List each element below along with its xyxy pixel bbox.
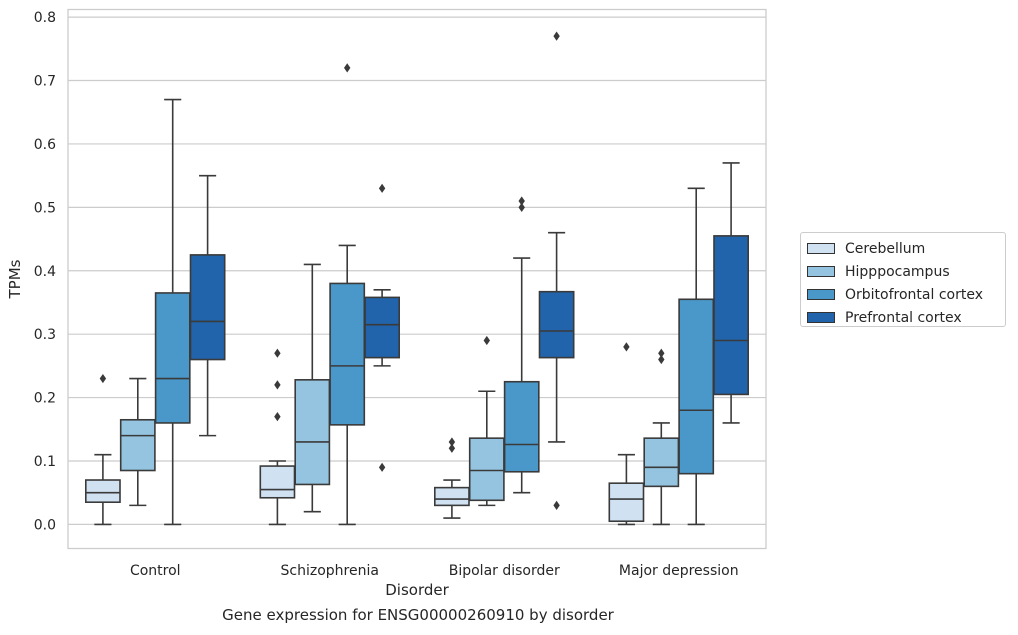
outlier-point [99, 373, 107, 384]
box-body [433, 486, 470, 507]
legend-item-cerebellum: Cerebellum [807, 237, 1005, 260]
legend-label-hippocampus: Hipppocampus [845, 263, 950, 280]
legend-label-prefrontal-cortex: Prefrontal cortex [845, 309, 962, 326]
legend-swatch-hippocampus [807, 266, 835, 277]
boxes [84, 31, 750, 526]
outlier-point [448, 443, 456, 453]
outlier-point [344, 63, 351, 73]
legend: Cerebellum Hipppocampus Orbitofrontal co… [800, 232, 1006, 327]
outlier-point [274, 412, 281, 422]
x-tick-label-control: Control [130, 563, 181, 579]
box-body [538, 290, 575, 359]
outlier-point [483, 335, 490, 346]
box-body [608, 482, 645, 523]
box-schizophrenia-orbitofrontal-cortex [329, 63, 366, 526]
box-major-depression-orbitofrontal-cortex [678, 187, 715, 526]
box-body [713, 235, 750, 396]
legend-swatch-cerebellum [807, 243, 835, 254]
outlier-point [378, 183, 386, 193]
outlier-point [274, 380, 281, 390]
outlier-point [274, 348, 281, 358]
outlier-point [518, 196, 525, 206]
box-bipolar-disorder-orbitofrontal-cortex [503, 196, 540, 494]
legend-label-cerebellum: Cerebellum [845, 240, 926, 257]
box-body [119, 418, 156, 472]
box-body [189, 254, 226, 361]
outlier-point [518, 202, 525, 212]
box-bipolar-disorder-hipppocampus [468, 335, 505, 507]
legend-item-orbitofrontal-cortex: Orbitofrontal cortex [807, 283, 1005, 306]
legend-item-hippocampus: Hipppocampus [807, 260, 1005, 283]
y-tick-label: 0.7 [34, 74, 56, 90]
box-body [154, 292, 191, 424]
box-body [643, 437, 680, 488]
box-body [468, 437, 505, 502]
x-tick-label-major-depression: Major depression [619, 563, 739, 579]
y-tick-label: 0.8 [34, 10, 56, 26]
y-tick-label: 0.5 [34, 200, 56, 216]
x-axis-label: Disorder [385, 581, 449, 599]
x-tick-labels: Control Schizophrenia Bipolar disorder Majo… [130, 563, 739, 579]
legend-swatch-orbitofrontal-cortex [807, 289, 835, 300]
box-body [503, 380, 540, 473]
y-tick-label: 0.4 [34, 264, 56, 280]
outlier-point [448, 437, 456, 447]
box-schizophrenia-hipppocampus [294, 263, 331, 513]
y-tick-label: 0.1 [34, 454, 56, 470]
box-control-prefrontal-cortex [189, 174, 226, 437]
outlier-point [553, 500, 560, 510]
outlier-point [378, 462, 386, 472]
box-body [329, 282, 366, 426]
box-schizophrenia-cerebellum [259, 348, 296, 526]
box-major-depression-cerebellum [608, 342, 645, 526]
box-control-cerebellum [84, 373, 121, 526]
y-tick-label: 0.2 [34, 391, 56, 407]
box-major-depression-hipppocampus [643, 348, 680, 526]
y-tick-label: 0.0 [34, 517, 56, 533]
box-schizophrenia-prefrontal-cortex [364, 183, 401, 472]
box-control-hipppocampus [119, 377, 156, 507]
box-body [259, 465, 296, 499]
legend-swatch-prefrontal-cortex [807, 312, 835, 323]
y-tick-labels: 0.0 0.1 0.2 0.3 0.4 0.5 0.6 0.7 0.8 [34, 10, 56, 533]
box-body [678, 298, 715, 475]
box-bipolar-disorder-cerebellum [433, 437, 470, 519]
legend-item-prefrontal-cortex: Prefrontal cortex [807, 306, 1005, 329]
box-major-depression-prefrontal-cortex [713, 162, 750, 424]
x-tick-label-bipolar-disorder: Bipolar disorder [449, 563, 560, 579]
outlier-point [623, 342, 630, 352]
figure-caption: Gene expression for ENSG00000260910 by d… [222, 606, 614, 624]
y-tick-label: 0.6 [34, 137, 56, 153]
box-bipolar-disorder-prefrontal-cortex [538, 31, 575, 510]
x-tick-label-schizophrenia: Schizophrenia [281, 563, 379, 579]
box-body [364, 296, 401, 359]
plot-frame [67, 8, 767, 550]
box-body [84, 479, 121, 504]
outlier-point [553, 31, 560, 41]
box-body [294, 379, 331, 486]
y-axis-label: TPMs [6, 259, 24, 299]
legend-label-orbitofrontal-cortex: Orbitofrontal cortex [845, 286, 983, 303]
outlier-point [658, 354, 665, 365]
y-tick-label: 0.3 [34, 327, 56, 343]
outlier-point [658, 348, 665, 358]
